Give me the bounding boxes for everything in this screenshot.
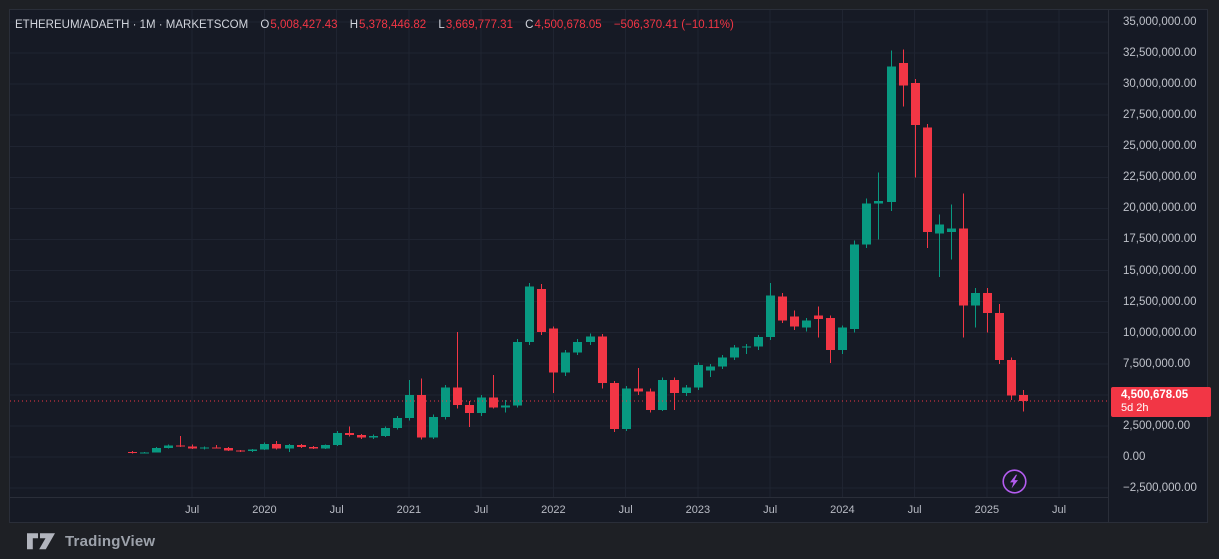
symbol-title: ETHEREUM/ADAETH · 1M · MARKETSCOM [15, 19, 249, 31]
time-tick-label: 2021 [396, 504, 422, 516]
high-value: 5,378,446.82 [359, 19, 427, 31]
price-tick-label: −2,500,000.00 [1123, 482, 1197, 495]
price-tick-label: 27,500,000.00 [1123, 109, 1197, 122]
low-value: 3,669,777.31 [445, 19, 513, 31]
price-tick-label: 17,500,000.00 [1123, 233, 1197, 246]
price-axis[interactable]: 4,500,678.05 5d 2h 35,000,000.00 32,500,0… [1108, 10, 1211, 522]
chart-pane[interactable]: ETHEREUM/ADAETH · 1M · MARKETSCOM O5,008… [10, 10, 1108, 497]
price-tick-label: 20,000,000.00 [1123, 202, 1197, 215]
branding-bar: TradingView [0, 523, 1219, 559]
lightning-icon [1002, 469, 1027, 494]
time-tick-label: Jul [907, 504, 922, 516]
tradingview-logo-icon [27, 533, 55, 550]
open-value: 5,008,427.43 [270, 19, 338, 31]
price-tick-label: 2,500,000.00 [1123, 419, 1191, 432]
tradingview-wordmark[interactable]: TradingView [65, 532, 156, 550]
time-tick-label: Jul [618, 504, 633, 516]
price-tick-label: 22,500,000.00 [1123, 171, 1197, 184]
time-tick-label: 2023 [685, 504, 711, 516]
price-tick-label: 32,500,000.00 [1123, 47, 1197, 60]
price-tick-label: 15,000,000.00 [1123, 264, 1197, 277]
candlestick-chart[interactable] [10, 10, 1108, 497]
change-value: −506,370.41 (−10.11%) [613, 19, 734, 31]
time-tick-label: 2024 [830, 504, 855, 516]
price-tick-label: 7,500,000.00 [1123, 357, 1191, 370]
close-value: 4,500,678.05 [534, 19, 602, 31]
bar-countdown: 5d 2h [1121, 402, 1149, 415]
price-tick-label: 0.00 [1123, 451, 1146, 463]
chart-widget: ETHEREUM/ADAETH · 1M · MARKETSCOM O5,008… [9, 9, 1211, 523]
time-tick-label: Jul [474, 504, 489, 516]
time-tick-label: Jul [763, 504, 778, 516]
last-price-tag: 4,500,678.05 5d 2h [1111, 387, 1211, 418]
price-tick-label: 25,000,000.00 [1123, 140, 1197, 153]
price-tick-label: 30,000,000.00 [1123, 78, 1197, 91]
close-label: C [525, 19, 534, 31]
time-tick-label: Jul [1052, 504, 1067, 516]
price-tick-label: 35,000,000.00 [1123, 15, 1197, 28]
low-label: L [438, 19, 445, 31]
tradingview-logo[interactable] [27, 532, 56, 550]
symbol-legend[interactable]: ETHEREUM/ADAETH · 1M · MARKETSCOM O5,008… [15, 17, 734, 33]
high-label: H [349, 19, 359, 31]
open-label: O [260, 19, 270, 31]
price-tick-label: 10,000,000.00 [1123, 326, 1197, 339]
time-tick-label: Jul [329, 504, 344, 516]
time-tick-label: 2020 [252, 504, 277, 516]
last-price-value: 4,500,678.05 [1121, 389, 1189, 402]
time-tick-label: Jul [185, 504, 200, 516]
time-axis[interactable]: Jul 2020 Jul 2021 Jul 2022 Jul 2023 Jul 2024 Jul 20… [10, 497, 1108, 523]
price-tick-label: 12,500,000.00 [1123, 295, 1197, 308]
instant-trading-button[interactable] [1001, 468, 1028, 495]
time-tick-label: 2025 [974, 504, 1000, 516]
time-tick-label: 2022 [541, 504, 566, 516]
